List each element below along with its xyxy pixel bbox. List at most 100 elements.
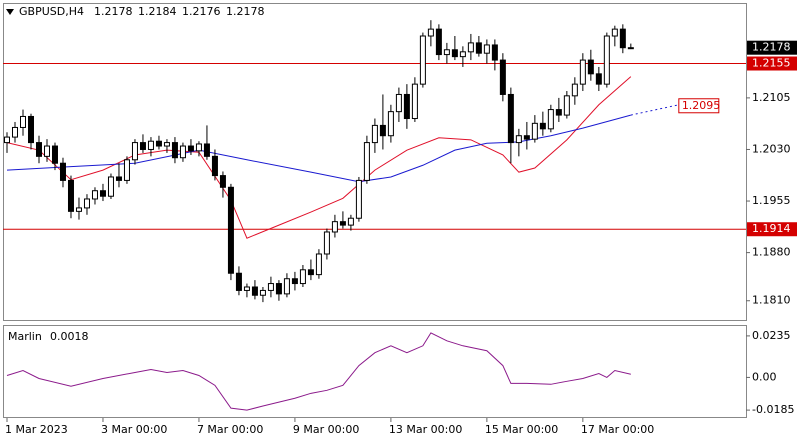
candle-body [555, 109, 562, 116]
candle-body [339, 221, 346, 226]
price-label: 1.2178 [752, 41, 791, 54]
candle-body [619, 28, 626, 49]
candle-body [283, 278, 290, 295]
price-label-box [747, 40, 797, 55]
candle-body [123, 159, 130, 181]
y-tick-label: -0.0185 [752, 403, 794, 416]
candle-body [131, 142, 138, 161]
moving-average [6, 114, 631, 183]
candle-body [451, 49, 458, 58]
x-tick-label: 1 Mar 2023 [5, 423, 68, 436]
indicator-value: 0.0018 [50, 330, 89, 343]
candle-body [83, 198, 90, 209]
y-tick-label: 0.0235 [752, 329, 791, 342]
ohlc-close: 1.2178 [226, 5, 265, 18]
candle-body [235, 272, 242, 291]
candle-body [187, 145, 194, 152]
level-label-box [747, 222, 797, 237]
candle-body [563, 95, 570, 116]
candle-body [523, 135, 530, 140]
candle-body [19, 115, 26, 128]
candle-body [299, 269, 306, 285]
candle-body [475, 42, 482, 54]
candle-body [507, 93, 514, 144]
candle-body [251, 286, 258, 296]
symbol: GBPUSD,H4 [19, 5, 84, 18]
candle-body [195, 143, 202, 152]
candle-body [427, 28, 434, 37]
projection-label-box [678, 98, 720, 114]
candle-body [627, 47, 634, 50]
candle-body [43, 145, 50, 157]
projection-label: 1.2095 [682, 99, 721, 112]
moving-average [630, 104, 679, 116]
x-tick-label: 15 Mar 00:00 [485, 423, 558, 436]
indicator-line [6, 332, 631, 411]
candle-body [275, 283, 282, 295]
candle-body [243, 286, 250, 291]
x-tick-label: 17 Mar 00:00 [581, 423, 654, 436]
candle-body [91, 190, 98, 200]
ohlc-high: 1.2184 [138, 5, 177, 18]
candle-body [371, 124, 378, 144]
candle-body [11, 126, 18, 138]
candle-body [107, 176, 114, 197]
candle-body [291, 278, 298, 285]
candle-body [515, 135, 522, 144]
ohlc-low: 1.2176 [182, 5, 221, 18]
x-tick-label: 13 Mar 00:00 [389, 423, 462, 436]
candle-body [27, 115, 34, 144]
candle-body [3, 136, 10, 144]
candle-body [139, 142, 146, 150]
candle-body [459, 51, 466, 58]
candle-body [203, 143, 210, 157]
candle-body [171, 142, 178, 159]
candle-body [483, 44, 490, 54]
y-tick-label: 1.1955 [752, 194, 791, 207]
candle-body [115, 176, 122, 181]
candle-body [267, 283, 274, 291]
indicator-name: Marlin [8, 330, 42, 343]
candle-body [211, 155, 218, 177]
y-tick-label: 1.1810 [752, 294, 791, 307]
main-panel [3, 3, 747, 321]
candle-body [331, 221, 338, 233]
candle-body [59, 162, 66, 181]
candle-body [315, 253, 322, 276]
candle-body [219, 175, 226, 188]
indicator-panel [3, 325, 747, 418]
candle-body [491, 44, 498, 61]
candle-body [163, 142, 170, 147]
candle-body [579, 59, 586, 85]
candle-body [395, 93, 402, 113]
candle-body [35, 142, 42, 157]
moving-average [6, 76, 632, 239]
candle-body [467, 42, 474, 53]
candle-body [323, 231, 330, 255]
candle-body [227, 186, 234, 274]
candle-body [419, 35, 426, 85]
candle-body [67, 179, 74, 212]
candle-body [75, 207, 82, 212]
level-label-box [747, 56, 797, 71]
candle-body [403, 93, 410, 120]
candle-body [355, 179, 362, 219]
y-tick-label: 0.00 [752, 370, 777, 383]
candle-body [499, 59, 506, 95]
candle-body [411, 83, 418, 120]
menu-triangle [6, 9, 14, 15]
candle-body [587, 59, 594, 75]
candle-body [595, 73, 602, 85]
candle-body [363, 142, 370, 181]
x-tick-label: 9 Mar 00:00 [293, 423, 359, 436]
candle-body [379, 124, 386, 137]
level-label: 1.1914 [752, 222, 791, 235]
y-tick-label: 1.2030 [752, 142, 791, 155]
candle-body [571, 83, 578, 97]
candle-body [435, 28, 442, 56]
candle-body [51, 145, 58, 164]
candle-body [443, 49, 450, 56]
x-tick-label: 7 Mar 00:00 [197, 423, 263, 436]
